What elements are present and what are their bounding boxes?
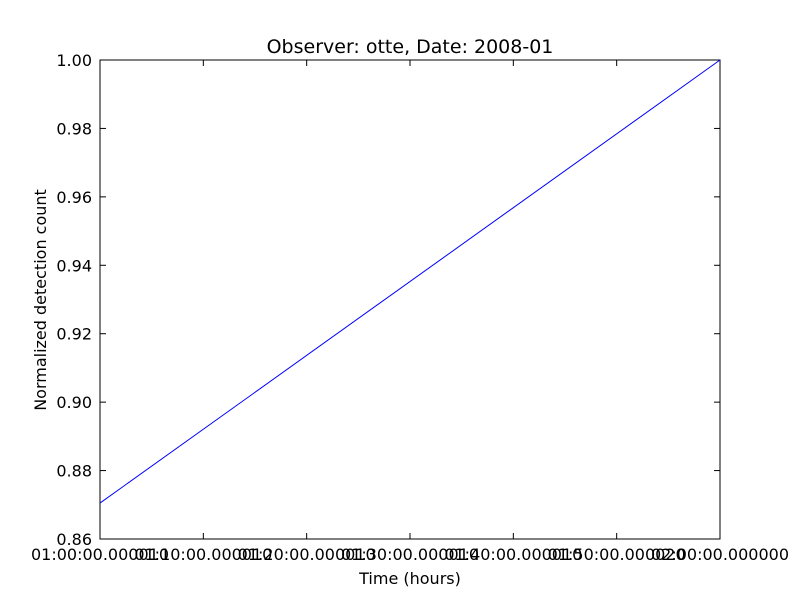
x-tick-label: 01:40:00.000010: [444, 545, 582, 564]
plot-area: [99, 59, 721, 540]
x-tick-label: 01:10:00.000010: [134, 545, 272, 564]
y-tick-label: 0.88: [56, 462, 92, 481]
y-tick-label: 0.96: [56, 188, 92, 207]
chart-title: Observer: otte, Date: 2008-01: [267, 36, 554, 58]
x-tick-label: 01:30:00.000010: [341, 545, 479, 564]
y-tick-label: 0.92: [56, 325, 92, 344]
x-tick-label: 02:00:00.000000: [651, 545, 789, 564]
y-tick-label: 0.94: [56, 256, 92, 275]
x-tick-label: 01:50:00.000020: [548, 545, 686, 564]
x-tick-label: 01:20:00.000010: [238, 545, 376, 564]
x-tick-label: 01:00:00.000010: [31, 545, 169, 564]
x-axis-label: Time (hours): [358, 569, 461, 588]
y-tick-label: 0.98: [56, 119, 92, 138]
y-tick-label: 1.00: [56, 51, 92, 70]
y-tick-label: 0.86: [56, 530, 92, 549]
series-layer: [99, 59, 721, 504]
y-tick-label: 0.90: [56, 393, 92, 412]
y-axis-label: Normalized detection count: [31, 189, 50, 411]
series-line: [99, 59, 721, 504]
x-axis-ticks: 01:00:00.00001001:10:00.00001001:20:00.0…: [31, 60, 789, 564]
y-axis-ticks: 0.86 0.88 0.90 0.92 0.94 0.96 0.98 1.00: [56, 51, 720, 549]
